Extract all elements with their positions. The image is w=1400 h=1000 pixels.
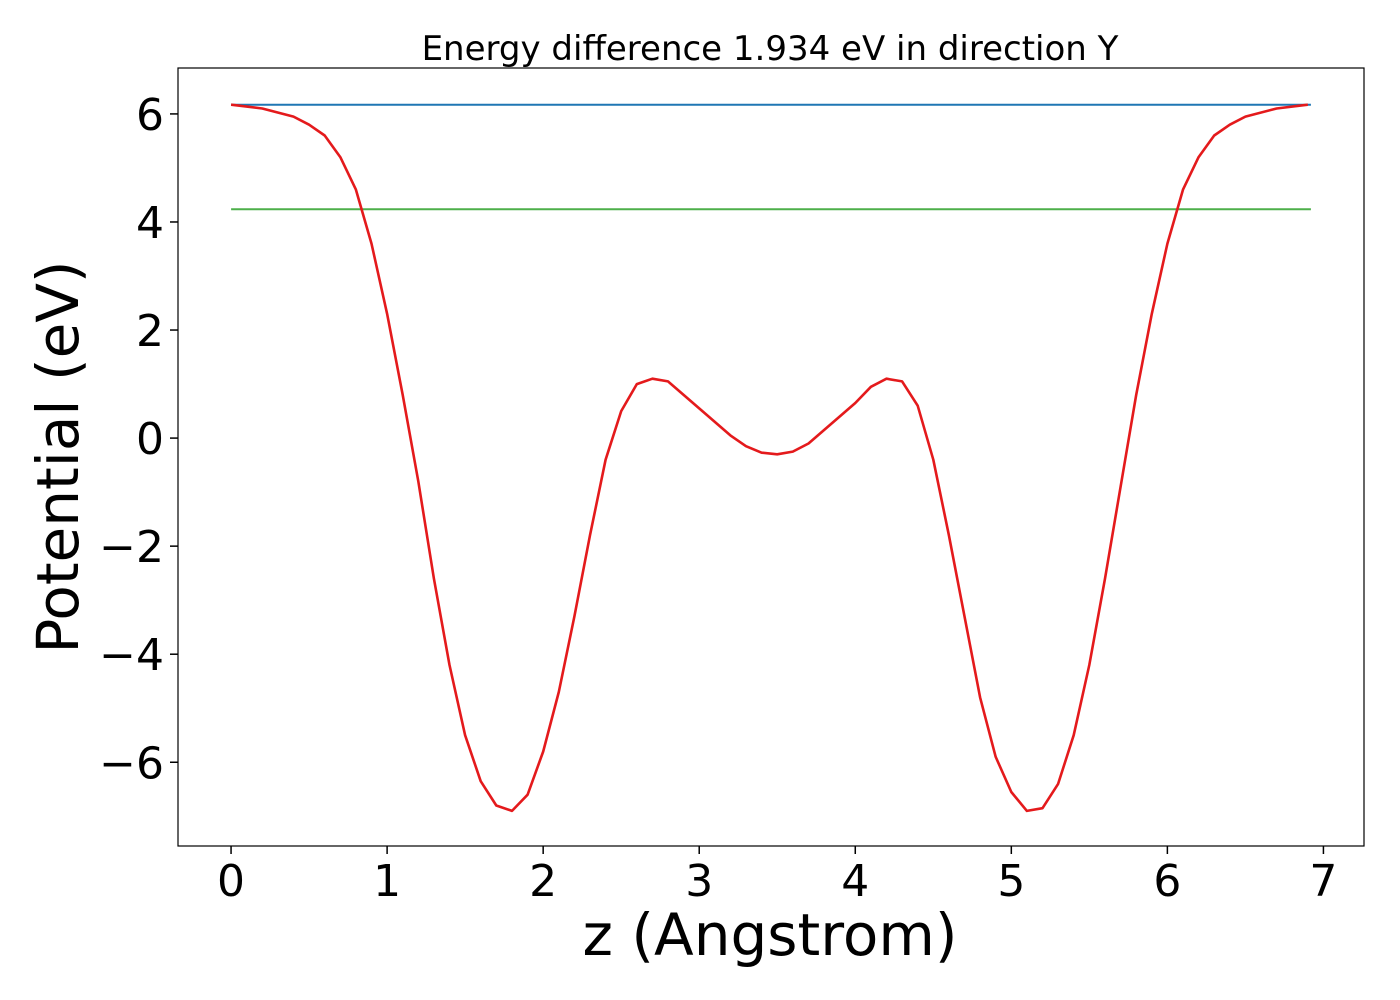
plot-area bbox=[230, 103, 1311, 813]
x-tick-label: 5 bbox=[997, 856, 1025, 907]
y-tick-label: 2 bbox=[136, 306, 164, 357]
x-tick-label: 3 bbox=[685, 856, 713, 907]
plot-frame bbox=[177, 67, 1365, 847]
y-axis-label: Potential (eV) bbox=[24, 260, 92, 653]
x-axis-label: z (Angstrom) bbox=[583, 901, 958, 969]
y-tick-label: −4 bbox=[99, 630, 164, 681]
y-axis: 6 4 2 0 −2 −4 −6 bbox=[99, 90, 178, 789]
y-tick-label: −2 bbox=[99, 522, 164, 573]
x-tick-label: 7 bbox=[1309, 856, 1337, 907]
x-axis: 0 1 2 3 4 5 6 7 bbox=[217, 846, 1337, 907]
x-tick-label: 2 bbox=[529, 856, 557, 907]
x-tick-label: 1 bbox=[373, 856, 401, 907]
y-tick-label: 4 bbox=[136, 198, 164, 249]
y-tick-label: −6 bbox=[99, 738, 164, 789]
x-tick-label: 4 bbox=[841, 856, 869, 907]
x-tick-label: 0 bbox=[217, 856, 245, 907]
y-tick-label: 0 bbox=[136, 414, 164, 465]
chart-title: Energy difference 1.934 eV in direction … bbox=[422, 29, 1119, 69]
potential-curve bbox=[230, 103, 1308, 813]
y-tick-label: 6 bbox=[136, 90, 164, 141]
x-tick-label: 6 bbox=[1153, 856, 1181, 907]
